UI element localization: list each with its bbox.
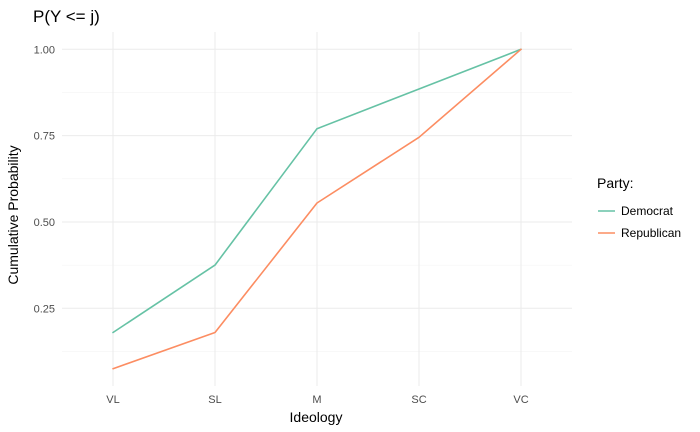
x-tick-label: SC [411, 394, 426, 406]
y-tick-label: 0.25 [34, 303, 55, 315]
x-axis-title: Ideology [290, 409, 343, 425]
y-tick-label: 0.50 [34, 217, 55, 229]
series-line-democrat [112, 48, 522, 334]
legend-label-democrat: Democrat [621, 204, 674, 218]
legend-label-republican: Republican [621, 226, 681, 240]
legend: Party: Democrat Republican [597, 175, 681, 240]
x-axis-ticks: VL SL M SC VC [106, 394, 528, 406]
x-tick-label: VC [513, 394, 528, 406]
legend-title: Party: [597, 175, 634, 191]
y-axis-ticks: 0.25 0.50 0.75 1.00 [34, 44, 55, 315]
plot-grid [62, 32, 572, 386]
series-lines [112, 48, 522, 370]
x-tick-label: SL [208, 394, 221, 406]
chart-title: P(Y <= j) [33, 7, 100, 26]
series-line-republican [112, 48, 522, 370]
y-tick-label: 1.00 [34, 44, 55, 56]
x-tick-label: M [312, 394, 321, 406]
y-axis-title: Cumulative Probability [5, 145, 21, 284]
x-tick-label: VL [106, 394, 119, 406]
y-tick-label: 0.75 [34, 131, 55, 143]
